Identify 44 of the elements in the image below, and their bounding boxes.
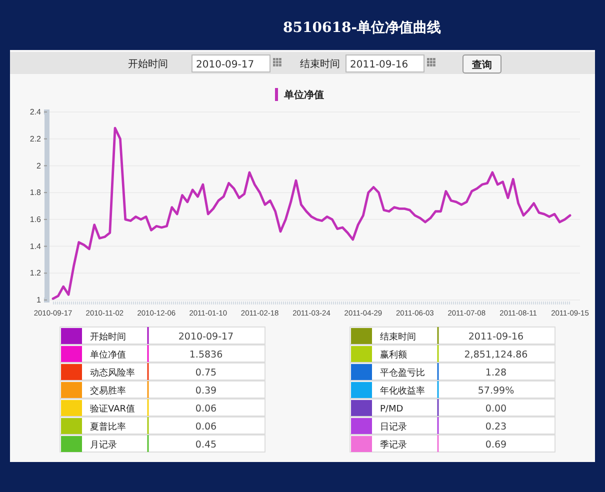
date-field: 2010-09-17 bbox=[192, 54, 270, 72]
text: 0.23 bbox=[485, 422, 507, 432]
text: 1.5836 bbox=[189, 350, 223, 360]
text: 0.06 bbox=[195, 404, 217, 414]
text: 结束时间 bbox=[300, 58, 340, 70]
text: 单位净值 bbox=[90, 350, 126, 360]
text: 0.39 bbox=[195, 386, 217, 396]
text: 月记录 bbox=[90, 440, 117, 450]
y-tick-label: 1.6 bbox=[30, 214, 42, 224]
text: 0.75 bbox=[195, 368, 217, 378]
text: 0.00 bbox=[485, 404, 507, 414]
text: 验证VAR值 bbox=[90, 404, 135, 414]
text: 交易胜率 bbox=[90, 386, 126, 396]
text: 结束时间 bbox=[380, 332, 416, 342]
text: 开始时间 bbox=[128, 58, 168, 70]
y-tick-label: 2.2 bbox=[30, 134, 42, 144]
y-tick-label: 1 bbox=[36, 296, 42, 305]
text: 平仓盈亏比 bbox=[380, 368, 425, 378]
text: 日记录 bbox=[380, 422, 407, 432]
line-series bbox=[52, 126, 572, 300]
text: 2,851,124.86 bbox=[464, 350, 528, 360]
text: 2010-09-17 bbox=[178, 332, 234, 342]
text: 57.99% bbox=[478, 386, 514, 396]
text: 季记录 bbox=[380, 440, 407, 450]
text: 年化收益率 bbox=[380, 386, 425, 396]
y-tick-label: 1.4 bbox=[30, 242, 42, 251]
text: 动态风险率 bbox=[90, 368, 135, 378]
y-tick-label: 1.8 bbox=[30, 188, 42, 198]
text: 夏普比率 bbox=[90, 422, 126, 432]
text: 0.06 bbox=[195, 422, 217, 432]
text: 0.45 bbox=[195, 440, 217, 450]
chart-title: 8510618-单位净值曲线 bbox=[283, 20, 441, 36]
text: 赢利额 bbox=[380, 350, 407, 360]
button: 查询 bbox=[462, 54, 502, 74]
y-tick-label: 2.4 bbox=[30, 108, 42, 117]
legend-label: 单位净值 bbox=[283, 89, 324, 101]
y-tick-label: 1.2 bbox=[30, 268, 42, 278]
text: 0.69 bbox=[485, 440, 507, 450]
y-tick-label: 2 bbox=[36, 161, 42, 170]
text: 1.28 bbox=[485, 368, 507, 378]
text: 开始时间 bbox=[90, 332, 126, 342]
text: P/MD bbox=[380, 404, 404, 414]
date-field: 2011-09-16 bbox=[346, 54, 424, 72]
text: 2011-09-16 bbox=[468, 332, 524, 342]
